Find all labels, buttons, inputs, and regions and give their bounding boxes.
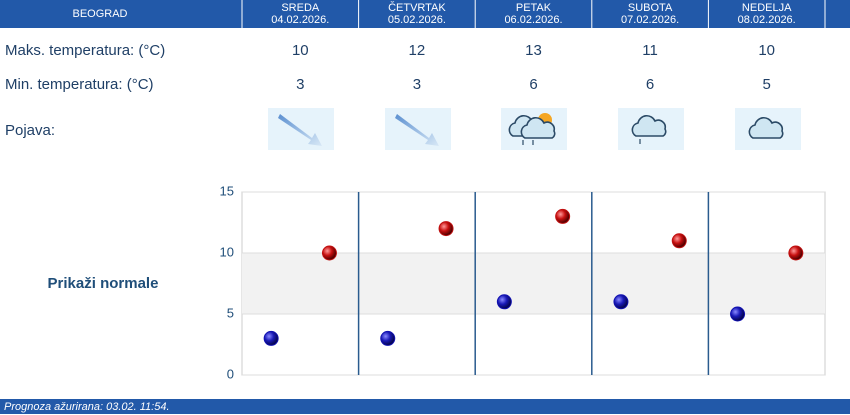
day-date: 05.02.2026. bbox=[388, 14, 446, 26]
temperature: 3 bbox=[413, 76, 421, 93]
temperature: 10 bbox=[758, 42, 775, 59]
day-date: 08.02.2026. bbox=[738, 14, 796, 26]
point bbox=[613, 294, 629, 310]
point bbox=[671, 233, 687, 249]
day-date: 06.02.2026. bbox=[504, 14, 562, 26]
point bbox=[496, 294, 512, 310]
point bbox=[380, 330, 396, 346]
weather-icons bbox=[268, 108, 801, 150]
temperature: 3 bbox=[296, 76, 304, 93]
temperature: 12 bbox=[409, 42, 426, 59]
day-name: PETAK bbox=[516, 2, 552, 14]
day-name: ČETVRTAK bbox=[388, 1, 446, 14]
day-name: SREDA bbox=[281, 2, 320, 14]
point bbox=[321, 245, 337, 261]
day-date: 07.02.2026. bbox=[621, 14, 679, 26]
day-name: NEDELJA bbox=[742, 2, 792, 14]
city: BEOGRAD bbox=[72, 8, 127, 20]
y-tick-label: 0 bbox=[227, 366, 234, 381]
temperature: 13 bbox=[525, 42, 542, 59]
row-label: Min. temperatura: (°C) bbox=[5, 76, 154, 93]
normal-band bbox=[242, 253, 825, 314]
temperature: 6 bbox=[646, 76, 654, 93]
y-tick-label: 5 bbox=[227, 305, 234, 320]
point bbox=[555, 208, 571, 224]
temperature: 10 bbox=[292, 42, 309, 59]
point bbox=[438, 221, 454, 237]
normals-button[interactable]: Prikaži normale bbox=[48, 275, 159, 292]
temperature: 11 bbox=[642, 42, 658, 59]
temperature: 5 bbox=[763, 76, 771, 93]
footer: Prognoza ažurirana: 03.02. 11:54. bbox=[4, 401, 170, 413]
row-label: Maks. temperatura: (°C) bbox=[5, 42, 165, 59]
day-date: 04.02.2026. bbox=[271, 14, 329, 26]
point bbox=[788, 245, 804, 261]
y-tick-label: 10 bbox=[220, 244, 234, 259]
temperature: 6 bbox=[529, 76, 537, 93]
footer-bar bbox=[0, 399, 850, 414]
day-name: SUBOTA bbox=[628, 2, 673, 14]
row-label: Pojava: bbox=[5, 122, 55, 139]
y-tick-label: 15 bbox=[220, 183, 234, 198]
point bbox=[263, 330, 279, 346]
point bbox=[730, 306, 746, 322]
